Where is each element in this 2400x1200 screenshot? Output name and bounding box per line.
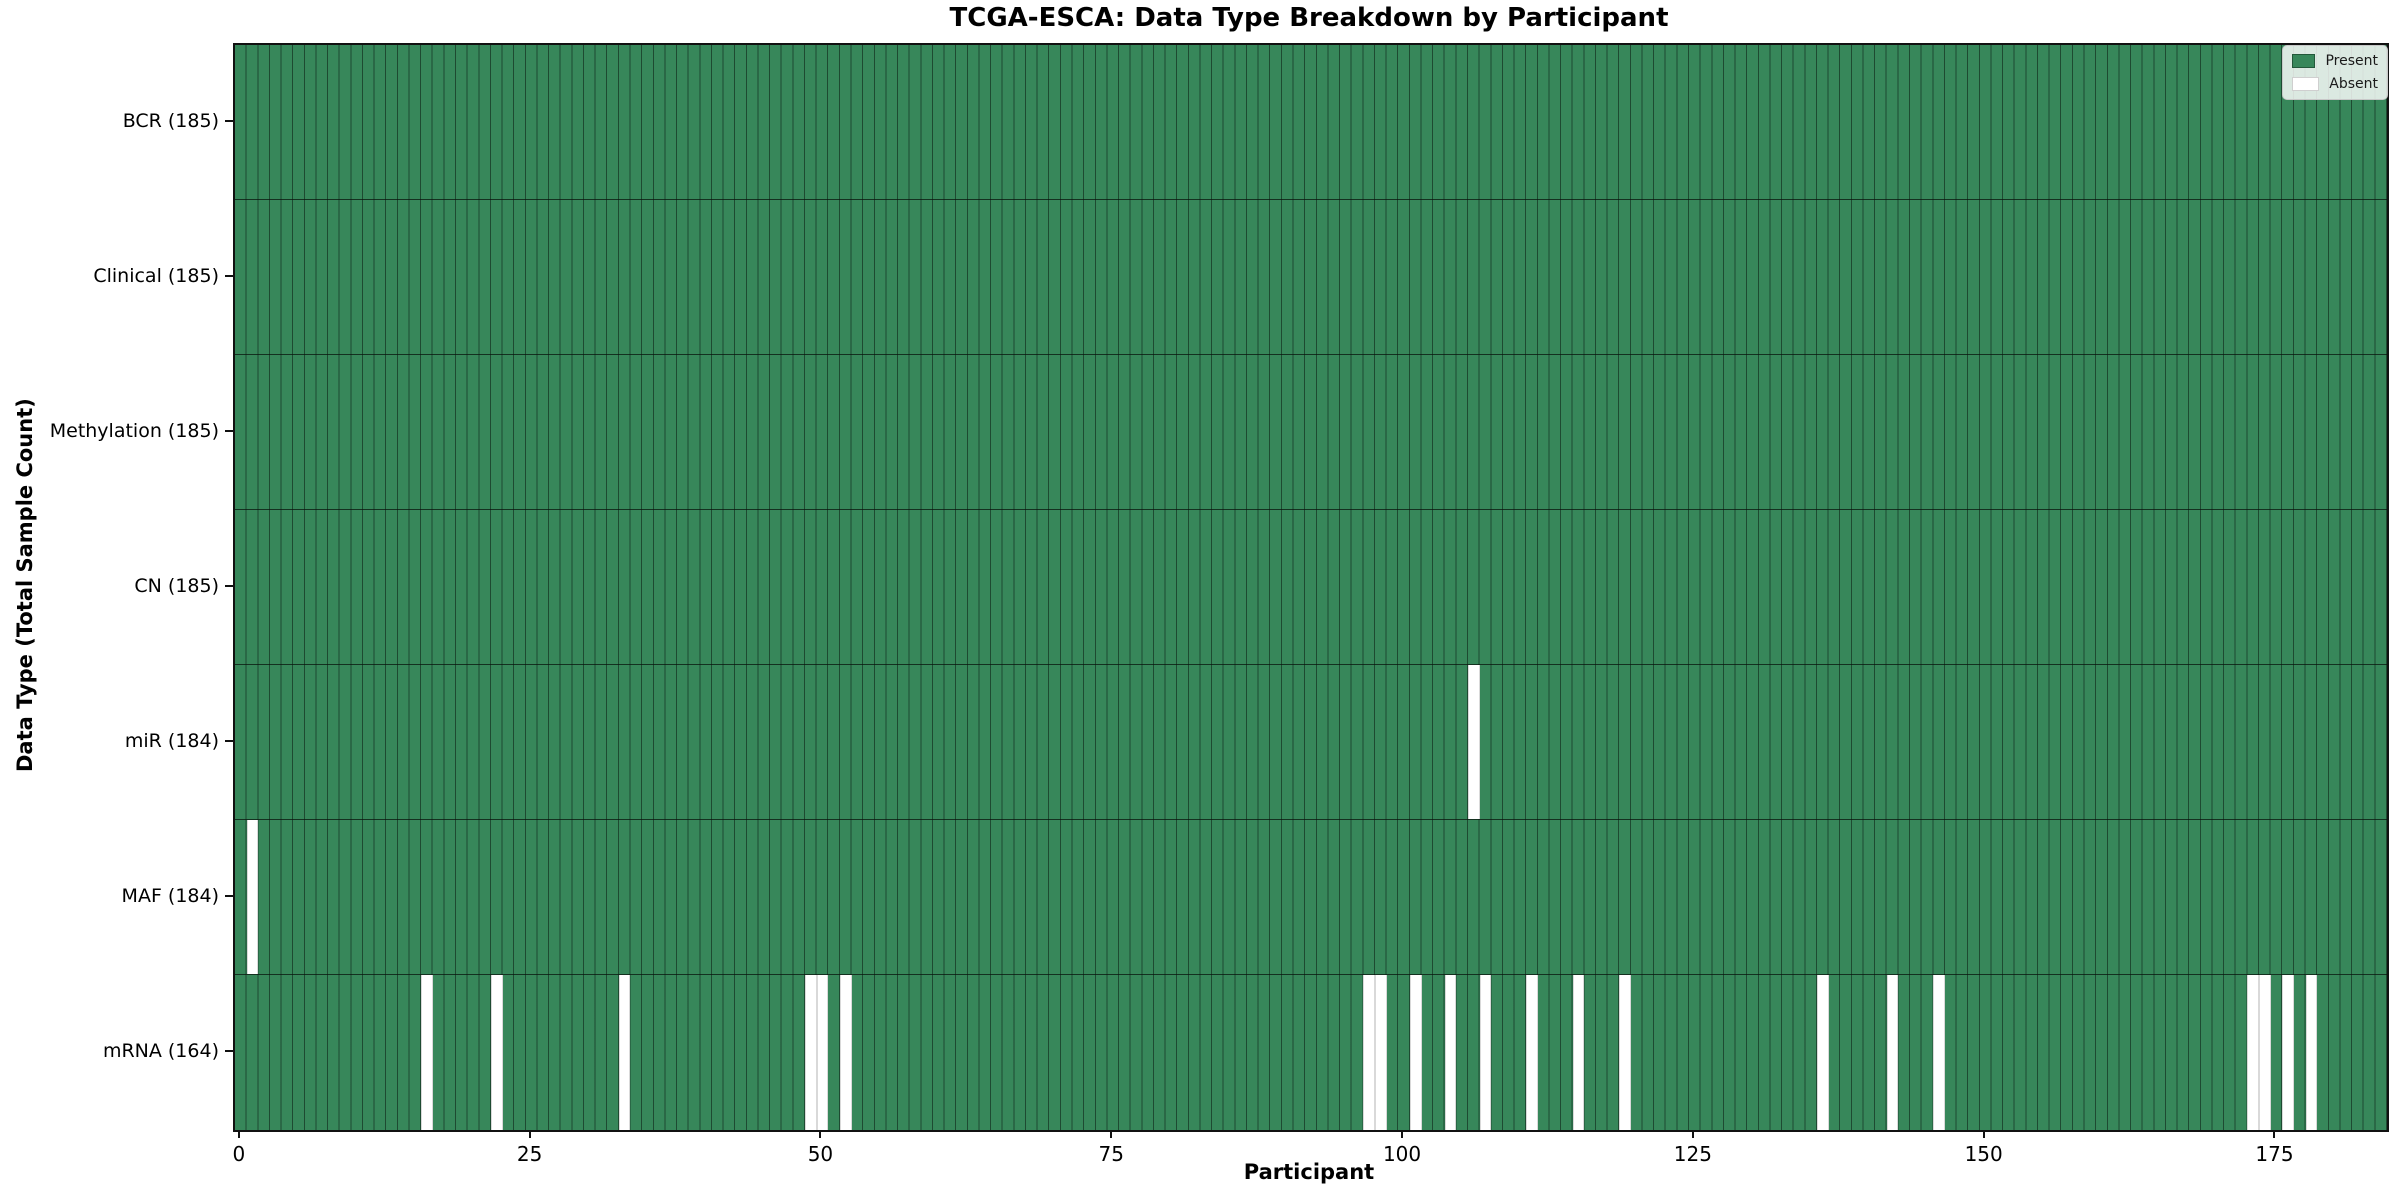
legend-entry-present: Present: [2292, 53, 2378, 69]
chart-title: TCGA-ESCA: Data Type Breakdown by Partic…: [949, 3, 1669, 33]
x-tick-label-100: 100: [1382, 1142, 1422, 1166]
row-CN: [235, 510, 2387, 665]
y-tick-mark: [225, 274, 233, 277]
absent-cell-mRNA-174: [2259, 975, 2271, 1130]
absent-cell-mRNA-50: [816, 975, 829, 1130]
absent-cell-mRNA-107: [1479, 975, 1492, 1130]
absent-cell-mRNA-173: [2247, 975, 2260, 1130]
x-tick-mark: [528, 1130, 531, 1138]
absent-cell-mRNA-16: [421, 975, 433, 1130]
y-tick-mark: [225, 584, 233, 587]
x-tick-mark: [1691, 1130, 1694, 1138]
absent-cell-MAF-1: [246, 820, 259, 974]
x-tick-label-75: 75: [1098, 1142, 1124, 1166]
x-tick-label-50: 50: [807, 1142, 834, 1166]
y-tick-mark: [225, 429, 233, 432]
absent-cell-mRNA-111: [1526, 975, 1538, 1130]
x-tick-label-0: 0: [232, 1142, 246, 1166]
absent-cell-mRNA-178: [2305, 975, 2318, 1130]
x-tick-mark: [1982, 1130, 1985, 1138]
x-axis-title: Participant: [1243, 1160, 1375, 1184]
x-tick-mark: [1401, 1130, 1404, 1138]
legend-entry-absent: Absent: [2292, 76, 2378, 92]
x-tick-mark: [2273, 1130, 2276, 1138]
row-BCR: [235, 45, 2387, 200]
y-tick-label-mRNA: mRNA (164): [102, 1039, 219, 1062]
row-Clinical: [235, 200, 2387, 355]
row-MAF: [235, 820, 2387, 975]
absent-cell-mRNA-104: [1444, 975, 1457, 1130]
plot-area: [233, 43, 2389, 1132]
x-tick-label-150: 150: [1964, 1142, 2003, 1166]
absent-cell-mRNA-119: [1619, 975, 1631, 1130]
y-tick-mark: [225, 119, 233, 122]
absent-cell-mRNA-33: [618, 975, 631, 1130]
x-tick-label-125: 125: [1673, 1142, 1712, 1166]
absent-cell-mRNA-146: [1933, 975, 1945, 1130]
absent-swatch: [2292, 77, 2320, 91]
x-tick-mark: [237, 1130, 240, 1138]
present-swatch: [2292, 54, 2316, 68]
row-Methylation: [235, 355, 2387, 510]
y-tick-label-Methylation: Methylation (185): [49, 419, 219, 442]
row-mRNA: [235, 975, 2387, 1130]
legend-label-present: Present: [2325, 53, 2378, 69]
legend-label-absent: Absent: [2329, 76, 2378, 92]
legend: Present Absent: [2282, 45, 2388, 100]
x-tick-label-25: 25: [516, 1142, 543, 1166]
absent-cell-mRNA-52: [839, 975, 852, 1130]
absent-cell-mRNA-136: [1817, 975, 1829, 1130]
absent-cell-mRNA-115: [1572, 975, 1585, 1130]
absent-cell-mRNA-176: [2282, 975, 2294, 1130]
y-tick-label-Clinical: Clinical (185): [93, 264, 219, 287]
absent-cell-mRNA-142: [1886, 975, 1899, 1130]
x-tick-label-175: 175: [2255, 1142, 2294, 1166]
y-tick-mark: [225, 894, 233, 897]
y-tick-label-miR: miR (184): [124, 729, 219, 752]
x-tick-mark: [819, 1130, 822, 1138]
y-tick-label-BCR: BCR (185): [122, 109, 219, 132]
row-miR: [235, 665, 2387, 820]
absent-cell-mRNA-22: [490, 975, 503, 1130]
absent-cell-miR-106: [1468, 665, 1480, 819]
absent-cell-mRNA-98: [1374, 975, 1387, 1130]
x-tick-mark: [1110, 1130, 1113, 1138]
absent-cell-mRNA-97: [1363, 975, 1375, 1130]
absent-cell-mRNA-101: [1409, 975, 1422, 1130]
y-tick-label-MAF: MAF (184): [121, 884, 219, 907]
y-tick-label-CN: CN (185): [134, 574, 219, 597]
y-tick-mark: [225, 739, 233, 742]
y-tick-mark: [225, 1049, 233, 1052]
absent-cell-mRNA-49: [804, 975, 817, 1130]
